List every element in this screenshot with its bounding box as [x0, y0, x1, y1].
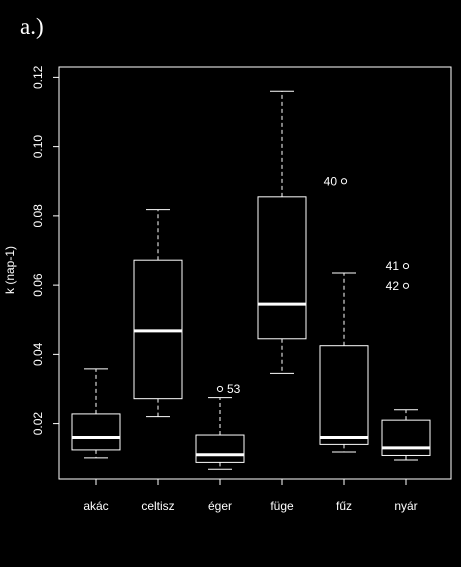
- y-axis-label: k (nap-1): [3, 246, 17, 294]
- box-fűz: 40: [319, 174, 369, 453]
- iqr-box: [257, 196, 307, 340]
- iqr-box: [381, 419, 431, 456]
- x-tick-label: füge: [270, 499, 294, 513]
- x-tick-label: celtisz: [141, 499, 174, 513]
- y-tick-label: 0.10: [31, 135, 45, 159]
- y-axis: 0.02 0.04 0.06 0.08 0.10 0.12: [31, 65, 60, 436]
- x-tick-label: éger: [208, 499, 232, 513]
- x-tick-label: akác: [83, 499, 108, 513]
- outlier-label: 53: [227, 382, 241, 396]
- y-tick-label: 0.12: [31, 65, 45, 89]
- y-tick-label: 0.04: [31, 342, 45, 366]
- outlier-point: [402, 282, 410, 289]
- y-tick-label: 0.06: [31, 273, 45, 297]
- outlier-point: [340, 178, 348, 185]
- box-akác: [71, 368, 121, 459]
- x-axis: akác celtisz éger füge fűz nyár: [83, 478, 418, 513]
- iqr-box: [71, 413, 121, 451]
- outlier-point: [402, 262, 410, 270]
- x-tick-label: nyár: [394, 499, 417, 513]
- box-éger: 53: [195, 382, 245, 470]
- outlier-label: 42: [386, 279, 400, 293]
- y-tick-label: 0.02: [31, 412, 45, 436]
- iqr-box: [319, 345, 369, 445]
- box-celtisz: [133, 209, 183, 418]
- outlier-label: 41: [386, 259, 400, 273]
- outlier-point: [216, 385, 224, 393]
- y-tick-label: 0.08: [31, 204, 45, 228]
- x-tick-label: fűz: [336, 499, 352, 513]
- outlier-label: 40: [324, 174, 338, 188]
- iqr-box: [195, 434, 245, 463]
- box-füge: [257, 90, 307, 374]
- panel-label: a.): [20, 14, 44, 39]
